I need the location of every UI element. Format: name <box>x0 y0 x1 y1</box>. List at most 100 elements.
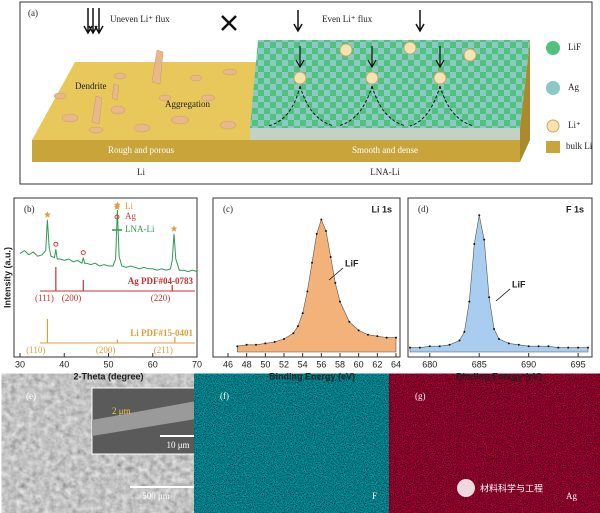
li-surface <box>32 62 258 140</box>
watermark-icon <box>457 479 475 497</box>
data-point <box>292 332 295 335</box>
reference-name: Ag PDF#04-0783 <box>128 276 194 286</box>
sem-inset-layer <box>92 400 202 436</box>
data-point <box>395 336 397 339</box>
scale-label: 500 μm <box>142 491 170 501</box>
legend-label: LNA-Li <box>125 224 155 234</box>
x-tick-label: 54 <box>298 359 308 369</box>
data-point <box>577 346 580 349</box>
thickness-label: 2 μm <box>112 406 131 416</box>
xrd-pattern <box>19 209 198 273</box>
x-tick-label: 70 <box>192 359 202 369</box>
data-point <box>463 330 466 333</box>
x-tick-label: 64 <box>391 359 401 369</box>
flux-arrows <box>83 8 475 127</box>
flux-label: Even Li⁺ flux <box>322 14 373 24</box>
data-point <box>376 335 379 338</box>
x-tick-label: 680 <box>422 359 437 369</box>
data-point <box>567 346 570 349</box>
data-point <box>507 342 510 345</box>
data-point <box>367 333 369 336</box>
data-point <box>306 290 309 293</box>
reference-hkl: (220) <box>151 293 171 303</box>
lna-surface <box>250 40 530 128</box>
panel-label: (d) <box>418 204 429 214</box>
data-point <box>527 345 530 348</box>
peak-marker <box>170 225 178 232</box>
data-point <box>273 340 276 343</box>
x-tick-label: 50 <box>260 359 270 369</box>
peak-marker <box>53 241 59 247</box>
reference-hkl: (110) <box>26 345 45 355</box>
peak-annotation: LiF <box>512 279 526 289</box>
plot-frame <box>407 197 593 358</box>
flux-label: Uneven Li⁺ flux <box>110 14 170 24</box>
data-point <box>236 345 239 348</box>
data-point <box>498 338 500 341</box>
feature-label: Dendrite <box>75 81 107 91</box>
panel-a: (a) Uneven Li⁺ flux Even Li⁺ flux Dendri… <box>19 1 593 185</box>
legend-marker <box>114 214 120 220</box>
data-point <box>418 346 421 349</box>
x-axis-label: Binding Energy (eV) <box>456 371 542 381</box>
legend-marker <box>113 203 121 210</box>
reference-hkl: (211) <box>154 345 173 355</box>
peak-marker <box>80 250 86 256</box>
data-point <box>483 238 486 241</box>
legend-label: bulk Li <box>566 141 593 151</box>
reference-hkl: (111) <box>35 293 54 303</box>
x-tick-label: 62 <box>372 359 382 369</box>
plot-frame <box>13 197 198 358</box>
fit-area <box>409 215 589 353</box>
data-point <box>587 346 589 349</box>
data-point <box>339 300 341 303</box>
lna-front <box>250 140 520 162</box>
annotation-arrow <box>328 267 344 281</box>
data-point <box>458 339 461 342</box>
plot-frame <box>212 197 401 358</box>
data-point <box>283 338 285 341</box>
data-point <box>320 218 323 221</box>
surface-label: Rough and porous <box>108 145 174 155</box>
legend-swatch <box>546 81 560 95</box>
data-point <box>473 243 476 245</box>
x-tick-label: 30 <box>15 359 25 369</box>
x-tick-label: 50 <box>103 359 113 369</box>
x-tick-label: 40 <box>59 359 69 369</box>
data-point <box>409 346 411 349</box>
li-front <box>32 140 250 162</box>
legend-label: Li⁺ <box>568 120 581 130</box>
fit-area <box>236 218 397 353</box>
panel-label: (a) <box>28 8 38 18</box>
data-point <box>297 325 299 328</box>
panel-label: (f) <box>220 391 229 401</box>
data-point <box>245 343 248 346</box>
data-point <box>311 261 313 264</box>
peak-marker <box>44 211 51 218</box>
x-tick-label: 58 <box>335 359 345 369</box>
panel-label: (b) <box>24 204 35 214</box>
legend-swatch <box>546 41 560 55</box>
data-point <box>301 312 304 315</box>
data-point <box>537 345 540 348</box>
data-point <box>325 230 327 233</box>
panel-label: (c) <box>223 204 233 214</box>
legend-label: Li <box>125 201 133 211</box>
data-point <box>478 214 481 217</box>
data-point <box>348 320 351 323</box>
element-label: Ag <box>566 491 577 501</box>
eds-map <box>213 386 400 510</box>
panel-label: (g) <box>415 391 426 401</box>
eds-map <box>408 386 594 510</box>
watermark: 材料科学与工程 <box>480 482 543 493</box>
scale-label: 10 μm <box>166 440 189 450</box>
sample-label: LNA-Li <box>370 167 400 177</box>
micrographs: (e) 2 μm 10 μm 500 μm (f) F (g) Ag 材料科学与… <box>20 386 594 510</box>
peak-annotation: LiF <box>345 258 359 268</box>
reference-name: Li PDF#15-0401 <box>130 328 193 338</box>
y-axis-label: Intensity (a.u.) <box>2 247 12 308</box>
x-axis-label: Binding Energy (eV) <box>269 371 355 381</box>
data-point <box>438 345 441 348</box>
